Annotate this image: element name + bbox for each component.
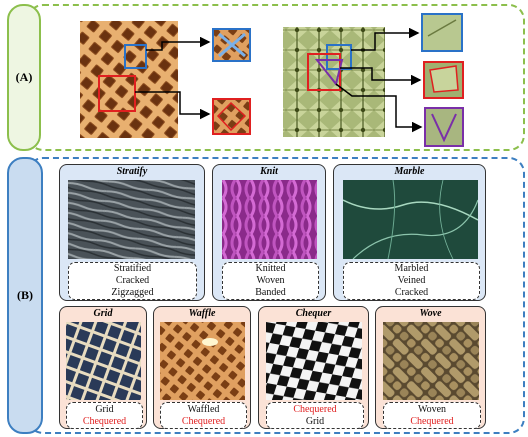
label-text: Grid: [305, 415, 325, 427]
label-box: Waffled Chequered: [160, 402, 247, 429]
label-text: Marbled: [394, 263, 429, 274]
leaf-crop-blue-vein: [427, 19, 457, 37]
label-text: Waffled: [187, 403, 220, 415]
label-text: Woven: [256, 275, 285, 286]
label-text: Knitted: [255, 263, 286, 274]
waffle-blue-box: [124, 44, 147, 69]
grid-image: [66, 322, 141, 400]
leaf-arrow-purple: [335, 83, 423, 133]
marble-image: [343, 180, 478, 259]
waffle-arrow-red: [135, 91, 211, 120]
leaf-arrow-red: [340, 67, 422, 86]
card-grid: Grid Grid Chequered: [59, 306, 147, 429]
panel-a-illustration: [80, 13, 464, 147]
leaf-crop-blue: [421, 13, 463, 52]
waffle-red-box: [98, 75, 136, 112]
wove-image: [383, 322, 479, 400]
card-title: Marble: [394, 166, 425, 177]
leaf-purple-triangle: [314, 59, 344, 87]
knit-image: [222, 180, 317, 259]
label-text: Chequered: [410, 415, 454, 427]
panel-a-label: (A): [15, 70, 33, 84]
label-text: Chequered: [181, 415, 226, 427]
label-text: Veined: [397, 275, 426, 286]
label-box: Grid Chequered: [66, 402, 143, 429]
label-text: Grid: [95, 403, 114, 415]
waffle-crop-blue-lines: [218, 32, 246, 58]
panel-b-label: (B): [17, 288, 33, 302]
leaf-crop-red-shape: [429, 65, 459, 93]
card-waffle: Waffle Waffled Chequered: [153, 306, 251, 429]
card-knit: Knit Knitted Woven Banded: [212, 164, 326, 301]
label-text: Chequered: [82, 415, 127, 427]
leaf-arrow-blue: [351, 27, 420, 51]
label-box: Knitted Woven Banded: [222, 262, 319, 300]
label-box: Chequered Grid: [266, 402, 364, 429]
card-title: Chequer: [295, 308, 332, 319]
card-title: Waffle: [188, 308, 216, 319]
chequer-image: [266, 322, 362, 400]
label-text: Cracked: [115, 275, 150, 286]
card-title: Grid: [93, 308, 113, 319]
label-text: Zigzagged: [111, 287, 154, 298]
card-stratify: Stratify Stratified Cracked Zigzagged: [59, 164, 205, 301]
label-box: Marbled Veined Cracked: [343, 262, 480, 300]
card-title: Knit: [260, 166, 278, 177]
label-text: Banded: [255, 287, 286, 298]
card-title: Wove: [419, 308, 442, 319]
card-wove: Wove Woven Chequered: [375, 306, 486, 429]
label-text: Chequered: [293, 403, 337, 415]
waffle-card-image: [160, 322, 245, 400]
card-marble: Marble Marbled Veined Cracked: [333, 164, 486, 301]
label-box: Woven Chequered: [383, 402, 481, 429]
label-box: Stratified Cracked Zigzagged: [68, 262, 197, 300]
card-title: Stratify: [116, 166, 148, 177]
stratify-image: [68, 180, 195, 259]
panel-b-tab: (B): [7, 157, 43, 434]
leaf-crop-purple-shape: [431, 113, 457, 143]
card-chequer: Chequer Chequered Grid: [258, 306, 369, 429]
panel-a-tab: (A): [7, 4, 41, 151]
label-text: Cracked: [394, 287, 429, 298]
label-text: Woven: [417, 403, 447, 415]
waffle-crop-red-shape: [216, 101, 247, 132]
waffle-arrow-blue: [146, 36, 211, 51]
label-text: Stratified: [113, 263, 152, 274]
waffle-image: [80, 21, 178, 138]
